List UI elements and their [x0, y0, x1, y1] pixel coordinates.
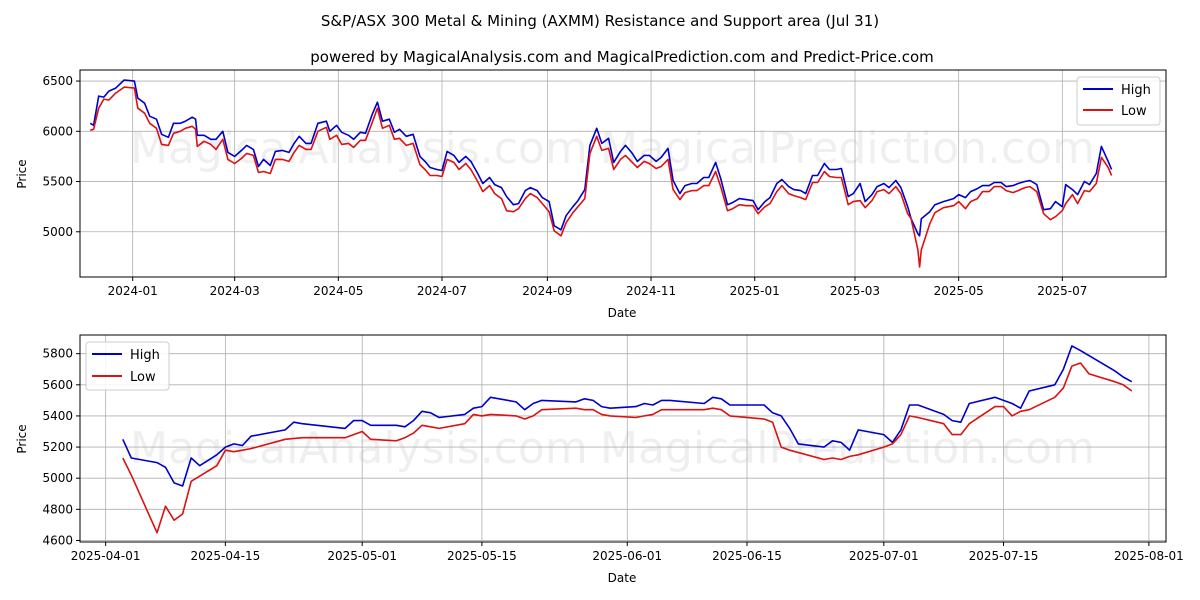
- y-tick-label: 4800: [42, 502, 73, 516]
- bottom-x-ticks: 2025-04-01 2025-04-15 2025-05-01 2025-05-15…: [71, 542, 1184, 563]
- bottom-y-axis-title: Price: [15, 424, 29, 453]
- y-tick-label: 5000: [42, 471, 73, 485]
- chart-title: S&P/ASX 300 Metal & Mining (AXMM) Resist…: [321, 12, 879, 30]
- x-tick-label: 2025-07-15: [969, 549, 1039, 563]
- bottom-legend-high-label: High: [130, 348, 160, 363]
- x-tick-label: 2025-05: [934, 284, 984, 298]
- y-tick-label: 5800: [42, 347, 73, 361]
- x-tick-label: 2025-04-15: [190, 549, 260, 563]
- top-panel: MagicalAnalysis.com MagicalPrediction.co…: [15, 69, 1167, 320]
- bottom-legend-low-label: Low: [130, 370, 156, 385]
- series-line-high: [122, 345, 1133, 487]
- x-tick-label: 2025-03: [830, 284, 880, 298]
- top-axes-frame: [79, 69, 1167, 278]
- watermark-top-2: MagicalPrediction.com: [600, 123, 1095, 174]
- watermark-bottom-1: MagicalAnalysis.com: [130, 423, 588, 474]
- x-tick-label: 2025-04-01: [71, 549, 141, 563]
- bottom-x-axis-title: Date: [608, 571, 637, 585]
- bottom-y-ticks: 4600 4800 5000 5200 5400 5600 5800: [42, 347, 80, 547]
- y-tick-label: 4600: [42, 533, 73, 547]
- x-tick-label: 2024-05: [313, 284, 363, 298]
- bottom-axes-frame: [79, 334, 1167, 543]
- x-tick-label: 2025-06-01: [592, 549, 662, 563]
- x-tick-label: 2025-01: [730, 284, 780, 298]
- chart-subtitle: powered by MagicalAnalysis.com and Magic…: [310, 48, 934, 66]
- top-y-ticks: 5000 5500 6000 6500: [42, 74, 80, 239]
- bottom-series: [122, 345, 1133, 534]
- y-tick-label: 5000: [42, 225, 73, 239]
- top-x-axis-title: Date: [608, 306, 637, 320]
- top-legend-high-label: High: [1121, 83, 1151, 98]
- x-tick-label: 2025-05-15: [447, 549, 517, 563]
- x-tick-label: 2024-01: [108, 284, 158, 298]
- x-tick-label: 2025-07-01: [849, 549, 919, 563]
- y-tick-label: 6000: [42, 124, 73, 138]
- bottom-panel: MagicalAnalysis.com MagicalPrediction.co…: [15, 334, 1184, 585]
- x-tick-label: 2025-06-15: [712, 549, 782, 563]
- x-tick-label: 2024-03: [210, 284, 260, 298]
- top-grid: [80, 70, 1166, 277]
- top-legend-low-label: Low: [1121, 104, 1147, 119]
- y-tick-label: 5200: [42, 440, 73, 454]
- y-tick-label: 5400: [42, 409, 73, 423]
- watermark-top-1: MagicalAnalysis.com: [130, 123, 588, 174]
- bottom-legend: High Low: [85, 341, 170, 391]
- top-y-axis-title: Price: [15, 159, 29, 188]
- series-line-high: [89, 79, 1113, 237]
- x-tick-label: 2025-07: [1037, 284, 1087, 298]
- series-line-low: [89, 86, 1113, 268]
- x-tick-label: 2024-11: [626, 284, 676, 298]
- x-tick-label: 2025-08-01: [1114, 549, 1184, 563]
- y-tick-label: 5500: [42, 175, 73, 189]
- series-line-low: [122, 362, 1133, 534]
- top-series: [89, 79, 1113, 268]
- x-tick-label: 2025-05-01: [327, 549, 397, 563]
- top-x-ticks: 2024-01 2024-03 2024-05 2024-07 2024-09 2024-…: [108, 277, 1087, 298]
- top-legend: High Low: [1076, 76, 1161, 126]
- x-tick-label: 2024-09: [522, 284, 572, 298]
- y-tick-label: 5600: [42, 378, 73, 392]
- y-tick-label: 6500: [42, 74, 73, 88]
- x-tick-label: 2024-07: [417, 284, 467, 298]
